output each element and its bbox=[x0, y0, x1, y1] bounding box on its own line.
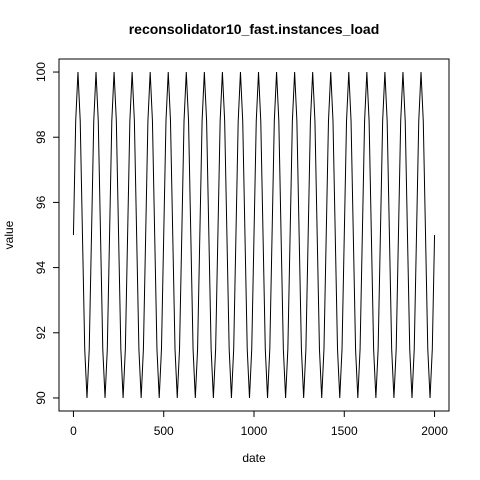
y-tick-label: 96 bbox=[34, 195, 48, 209]
x-tick-label: 500 bbox=[154, 424, 174, 438]
x-tick-label: 2000 bbox=[421, 424, 448, 438]
y-tick-label: 100 bbox=[34, 62, 48, 82]
data-line bbox=[72, 72, 436, 398]
y-tick-label: 90 bbox=[34, 391, 48, 405]
x-tick-label: 1000 bbox=[241, 424, 268, 438]
y-tick-label: 98 bbox=[34, 130, 48, 144]
x-tick-label: 1500 bbox=[331, 424, 358, 438]
y-axis-label: value bbox=[2, 220, 16, 249]
chart-title: reconsolidator10_fast.instances_load bbox=[129, 21, 380, 37]
x-tick-label: 0 bbox=[70, 424, 77, 438]
y-tick-label: 92 bbox=[34, 326, 48, 340]
y-tick-label: 94 bbox=[34, 261, 48, 275]
x-axis-label: date bbox=[242, 451, 266, 465]
